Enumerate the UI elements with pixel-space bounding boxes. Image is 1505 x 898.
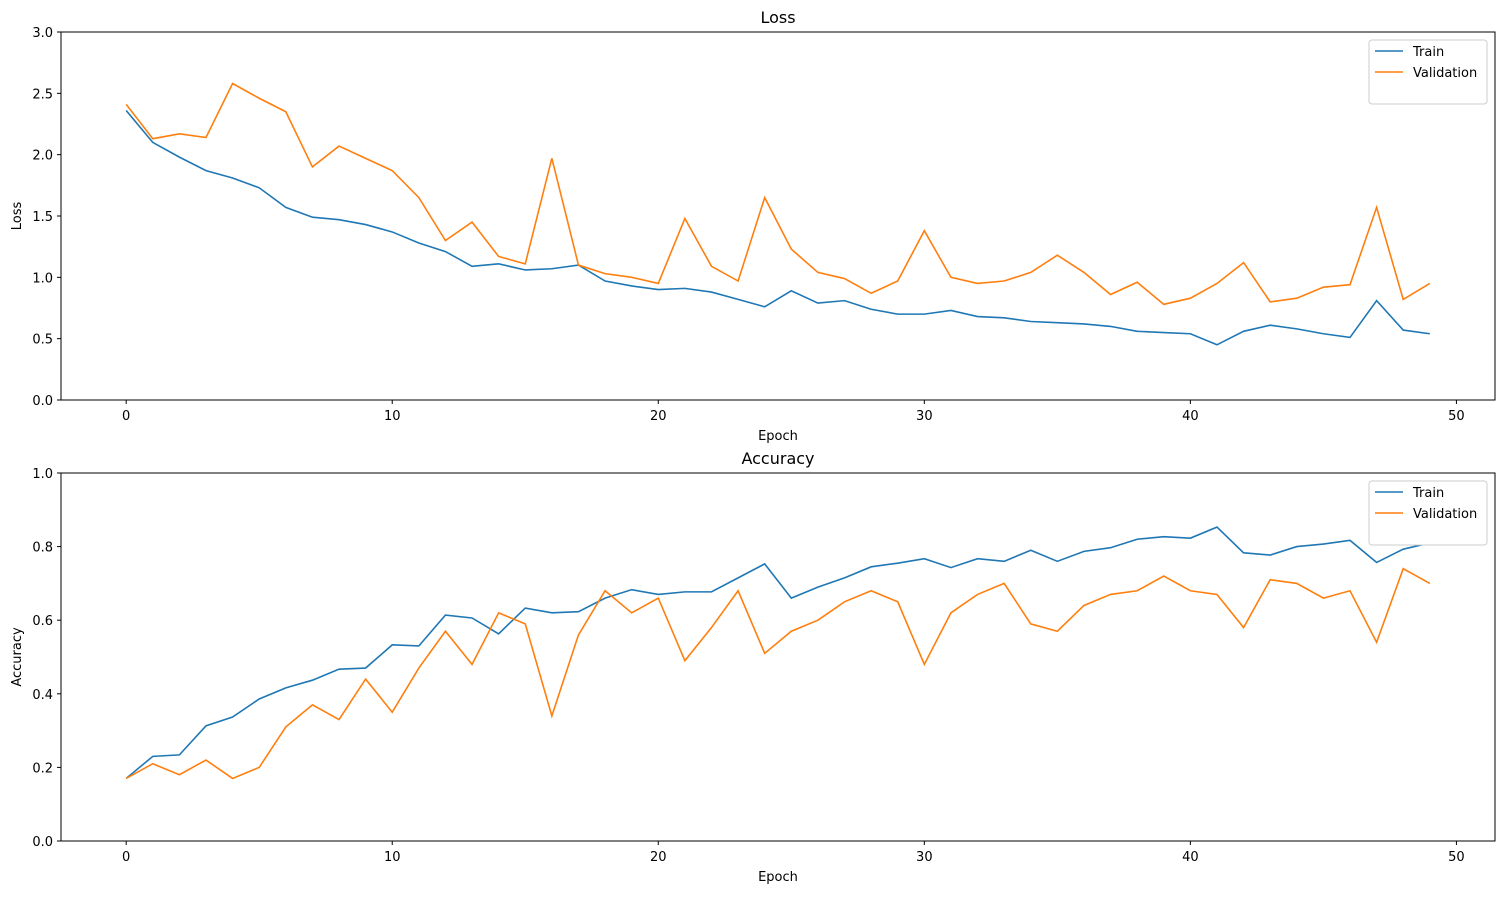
y-tick-label: 1.0 xyxy=(32,467,53,482)
y-axis-label: Loss xyxy=(10,202,25,231)
y-tick-label: 3.0 xyxy=(32,26,53,41)
y-tick-label: 0.4 xyxy=(32,688,53,703)
x-tick-label: 40 xyxy=(1182,409,1199,424)
x-tick-label: 10 xyxy=(384,409,401,424)
legend-label: Train xyxy=(1412,486,1444,501)
x-tick-label: 20 xyxy=(650,850,667,865)
legend-label: Validation xyxy=(1413,507,1477,522)
y-tick-label: 0.8 xyxy=(32,541,53,556)
axes-frame xyxy=(60,31,1496,401)
y-tick-label: 0.0 xyxy=(32,394,53,409)
x-tick-label: 40 xyxy=(1182,850,1199,865)
y-tick-label: 1.5 xyxy=(32,210,53,225)
y-tick-label: 0.6 xyxy=(32,614,53,629)
x-tick-label: 10 xyxy=(384,850,401,865)
y-tick-label: 2.5 xyxy=(32,87,53,102)
chart-title: Loss xyxy=(760,8,795,27)
y-axis-label: Accuracy xyxy=(10,627,25,687)
chart-title: Accuracy xyxy=(741,449,814,468)
y-tick-label: 1.0 xyxy=(32,271,53,286)
x-axis-label: Epoch xyxy=(758,429,798,444)
x-tick-label: 50 xyxy=(1448,409,1465,424)
y-tick-label: 0.2 xyxy=(32,761,53,776)
x-tick-label: 30 xyxy=(916,409,933,424)
legend-box xyxy=(1368,480,1488,546)
x-tick-label: 0 xyxy=(122,850,130,865)
axes-frame xyxy=(60,472,1496,842)
y-tick-label: 0.5 xyxy=(32,333,53,348)
y-tick-label: 2.0 xyxy=(32,149,53,164)
x-tick-label: 0 xyxy=(122,409,130,424)
y-tick-label: 0.0 xyxy=(32,835,53,850)
line-series xyxy=(125,82,1431,306)
legend-box xyxy=(1368,39,1488,105)
line-series xyxy=(125,526,1431,780)
x-axis-label: Epoch xyxy=(758,870,798,885)
line-series xyxy=(125,109,1430,346)
x-tick-label: 30 xyxy=(916,850,933,865)
legend-label: Train xyxy=(1412,45,1444,60)
x-tick-label: 20 xyxy=(650,409,667,424)
line-series xyxy=(125,567,1431,780)
legend-label: Validation xyxy=(1413,66,1477,81)
x-tick-label: 50 xyxy=(1448,850,1465,865)
